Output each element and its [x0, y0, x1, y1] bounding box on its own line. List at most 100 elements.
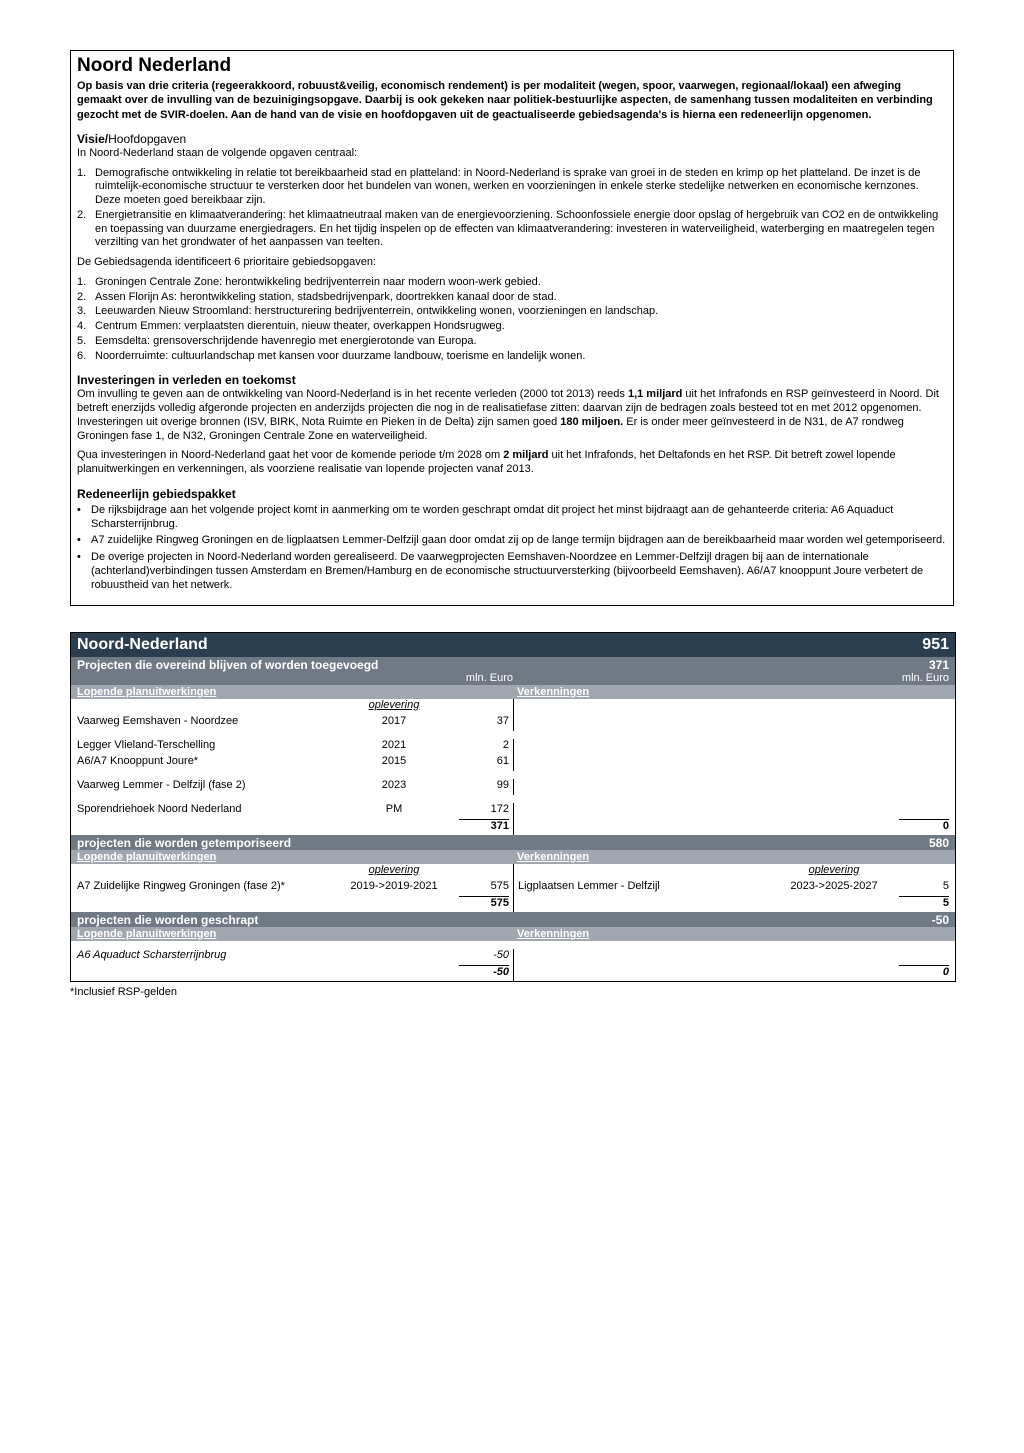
proj-name: A7 Zuidelijke Ringweg Groningen (fase 2)…: [77, 880, 329, 896]
gebieds-item: Groningen Centrale Zone: herontwikkeling…: [95, 276, 541, 290]
gebieds-item: Leeuwarden Nieuw Stroomland: herstructur…: [95, 305, 658, 319]
bold-amount: 2 miljard: [503, 449, 548, 461]
proj-amt: 99: [459, 779, 509, 795]
temp-header: projecten die worden getemporiseerd 580: [71, 835, 955, 850]
proj-opl: 2015: [329, 755, 459, 771]
proj-amt: 172: [459, 803, 509, 819]
table-row: Legger Vlieland-Terschelling20212: [71, 739, 955, 755]
scrap-row: A6 Aquaduct Scharsterrijnbrug -50: [71, 949, 955, 965]
proj-amt: 2: [459, 739, 509, 755]
redeneer-item: A7 zuidelijke Ringweg Groningen en de li…: [91, 533, 945, 547]
table-row: Vaarweg Eemshaven - Noordzee201737: [71, 715, 955, 731]
temp-row: A7 Zuidelijke Ringweg Groningen (fase 2)…: [71, 880, 955, 896]
bold-amount: 180 miljoen.: [560, 416, 623, 428]
budget-table: Noord-Nederland 951 Projecten die overei…: [70, 632, 956, 982]
temp-title: projecten die worden getemporiseerd: [77, 836, 291, 850]
col-opl: oplevering: [329, 699, 459, 715]
list-num: 5.: [77, 335, 95, 349]
scrap-total: -50: [932, 913, 949, 927]
proj-opl: 2017: [329, 715, 459, 731]
proj-opl: 2023->2025-2027: [769, 880, 899, 896]
gebieds-item: Assen Florijn As: herontwikkeling statio…: [95, 291, 557, 305]
visie-lead: In Noord-Nederland staan de volgende opg…: [77, 147, 947, 161]
proj-name: Sporendriehoek Noord Nederland: [77, 803, 329, 819]
list-num: 4.: [77, 320, 95, 334]
region-name: Noord-Nederland: [77, 636, 208, 654]
col-verk: Verkenningen: [517, 928, 589, 940]
table-row: A6/A7 Knooppunt Joure*201561: [71, 755, 955, 771]
invest-p1: Om invulling te geven aan de ontwikkelin…: [77, 388, 947, 443]
unit-row: mln. Euro mln. Euro: [71, 672, 955, 685]
proj-name: Ligplaatsen Lemmer - Delfzijl: [518, 880, 769, 896]
gebieds-item: Centrum Emmen: verplaatsten dierentuin, …: [95, 320, 505, 334]
kept-total: 371: [513, 658, 949, 672]
proj-name: Vaarweg Eemshaven - Noordzee: [77, 715, 329, 731]
text: Qua investeringen in Noord-Nederland gaa…: [77, 449, 503, 461]
kept-cols: Lopende planuitwerkingen Verkenningen: [71, 685, 955, 699]
table-row: Sporendriehoek Noord NederlandPM172: [71, 803, 955, 819]
redeneer-item: De rijksbijdrage aan het volgende projec…: [91, 503, 947, 532]
intro-paragraph: Op basis van drie criteria (regeerakkoor…: [77, 79, 947, 122]
list-num: 6.: [77, 350, 95, 364]
list-num: 1.: [77, 276, 95, 290]
kept-subhdr: oplevering: [71, 699, 955, 715]
kept-title: Projecten die overeind blijven of worden…: [77, 658, 513, 672]
proj-opl: [329, 949, 459, 965]
scrap-cols: Lopende planuitwerkingen Verkenningen: [71, 927, 955, 941]
scrap-left-total: -50: [459, 965, 509, 981]
redeneer-heading: Redeneerlijn gebiedspakket: [77, 487, 947, 501]
gebieds-list: 1.Groningen Centrale Zone: herontwikkeli…: [77, 276, 947, 364]
bold-amount: 1,1 miljard: [628, 388, 682, 400]
text: Om invulling te geven aan de ontwikkelin…: [77, 388, 628, 400]
scrap-header: projecten die worden geschrapt -50: [71, 912, 955, 927]
scrap-right-total: 0: [899, 965, 949, 981]
proj-amt: 575: [459, 880, 509, 896]
temp-totals: 575 5: [71, 896, 955, 912]
list-num: 2.: [77, 291, 95, 305]
list-num: 1.: [77, 167, 95, 208]
proj-name: A6/A7 Knooppunt Joure*: [77, 755, 329, 771]
temp-left-total: 575: [459, 896, 509, 912]
col-lopende: Lopende planuitwerkingen: [77, 686, 216, 698]
list-num: 3.: [77, 305, 95, 319]
bullet-dot: •: [77, 550, 91, 593]
proj-amt: 61: [459, 755, 509, 771]
temp-subhdr: oplevering oplevering: [71, 864, 955, 880]
gebieds-item: Noorderruimte: cultuurlandschap met kans…: [95, 350, 585, 364]
temp-cols: Lopende planuitwerkingen Verkenningen: [71, 850, 955, 864]
table-row: Vaarweg Lemmer - Delfzijl (fase 2)202399: [71, 779, 955, 795]
grand-total: 951: [922, 636, 949, 654]
title: Noord Nederland: [77, 55, 947, 77]
visie-head-bold: Visie/: [77, 132, 108, 146]
unit-right: mln. Euro: [902, 672, 949, 684]
proj-name: Vaarweg Lemmer - Delfzijl (fase 2): [77, 779, 329, 795]
proj-amt: -50: [459, 949, 509, 965]
kept-left-total: 371: [459, 819, 509, 835]
scrap-title: projecten die worden geschrapt: [77, 913, 258, 927]
gebieds-item: Eemsdelta: grensoverschrijdende havenreg…: [95, 335, 477, 349]
proj-opl: PM: [329, 803, 459, 819]
redeneer-list: •De rijksbijdrage aan het volgende proje…: [77, 503, 947, 593]
col-lopende: Lopende planuitwerkingen: [77, 851, 216, 863]
invest-p2: Qua investeringen in Noord-Nederland gaa…: [77, 449, 947, 477]
col-lopende: Lopende planuitwerkingen: [77, 928, 216, 940]
unit-left: mln. Euro: [466, 672, 513, 684]
footnote: *Inclusief RSP-gelden: [70, 986, 954, 998]
visie-item: Demografische ontwikkeling in relatie to…: [95, 167, 947, 208]
visie-item: Energietransitie en klimaatverandering: …: [95, 209, 947, 250]
proj-amt: 37: [459, 715, 509, 731]
proj-name: Legger Vlieland-Terschelling: [77, 739, 329, 755]
proj-amt: 5: [899, 880, 949, 896]
bullet-dot: •: [77, 503, 91, 532]
visie-head-light: Hoofdopgaven: [108, 132, 186, 146]
kept-totals: 371 0: [71, 819, 955, 835]
document-box: Noord Nederland Op basis van drie criter…: [70, 50, 954, 606]
invest-heading: Investeringen in verleden en toekomst: [77, 373, 947, 387]
bullet-dot: •: [77, 533, 91, 547]
temp-right-total: 5: [899, 896, 949, 912]
redeneer-item: De overige projecten in Noord-Nederland …: [91, 550, 947, 593]
proj-name: A6 Aquaduct Scharsterrijnbrug: [77, 949, 329, 965]
col-verk: Verkenningen: [517, 686, 589, 698]
kept-right-total: 0: [899, 819, 949, 835]
proj-opl: 2023: [329, 779, 459, 795]
